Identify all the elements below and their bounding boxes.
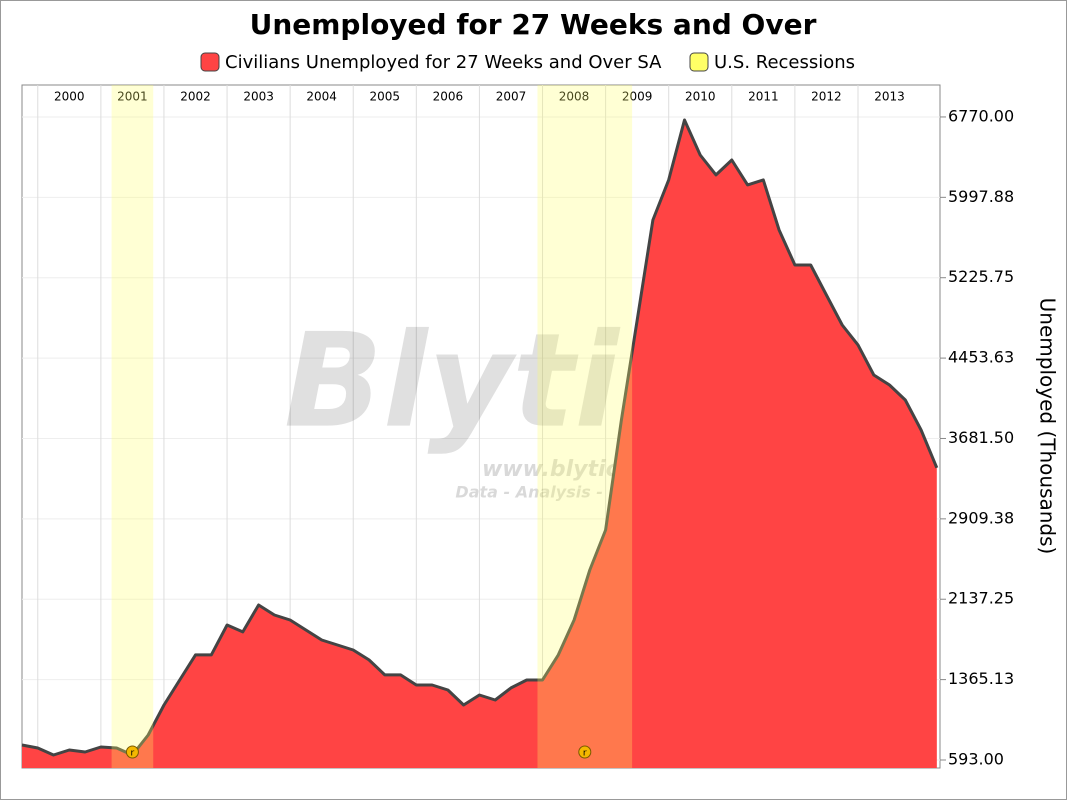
- area: [22, 120, 937, 768]
- x-tick-label: 2009: [622, 90, 653, 104]
- recession-marker: [578, 745, 592, 759]
- y-tick-label: 4453.63: [948, 348, 1014, 367]
- y-tick-label: 593.00: [948, 749, 1004, 768]
- x-tick-label: 2005: [370, 90, 401, 104]
- legend-swatch: [689, 52, 709, 72]
- line: [21, 118, 939, 757]
- x-tick-label: 2002: [180, 90, 211, 104]
- legend-label: Civilians Unemployed for 27 Weeks and Ov…: [225, 52, 662, 73]
- x-tick-label: 2003: [243, 90, 274, 104]
- x-tick-label: 2010: [685, 90, 716, 104]
- x-tick-label: 2006: [433, 90, 464, 104]
- x-tick-label: 2004: [306, 90, 337, 104]
- y-tick-label: 2137.25: [948, 589, 1014, 608]
- x-tick-label: 2011: [748, 90, 779, 104]
- y-tick-label: 2909.38: [948, 508, 1014, 527]
- y-tick-label: 3681.50: [948, 428, 1014, 447]
- recession-marker: [125, 745, 139, 759]
- x-tick-label: 2000: [54, 90, 85, 104]
- y-tick-label: 1365.13: [948, 669, 1014, 688]
- recession-marker-label: r: [583, 749, 587, 759]
- x-tick-label: 2008: [559, 90, 590, 104]
- y-tick-label: 6770.00: [948, 106, 1014, 125]
- recession-band: [537, 85, 633, 768]
- y-tick-label: 5997.88: [948, 187, 1014, 206]
- legend: Civilians Unemployed for 27 Weeks and Ov…: [200, 52, 855, 73]
- y-tick-label: 5225.75: [948, 267, 1014, 286]
- x-tick-label: 2007: [496, 90, 527, 104]
- recession-marker-label: r: [131, 749, 135, 759]
- chart-title: Unemployed for 27 Weeks and Over: [250, 8, 817, 41]
- x-tick-label: 2012: [811, 90, 842, 104]
- recession-band: [111, 85, 154, 768]
- x-tick-label: 2013: [874, 90, 905, 104]
- y-axis-label: Unemployed (Thousands): [1036, 298, 1060, 555]
- x-tick-label: 2001: [117, 90, 148, 104]
- legend-swatch: [200, 52, 220, 72]
- legend-label: U.S. Recessions: [714, 52, 855, 73]
